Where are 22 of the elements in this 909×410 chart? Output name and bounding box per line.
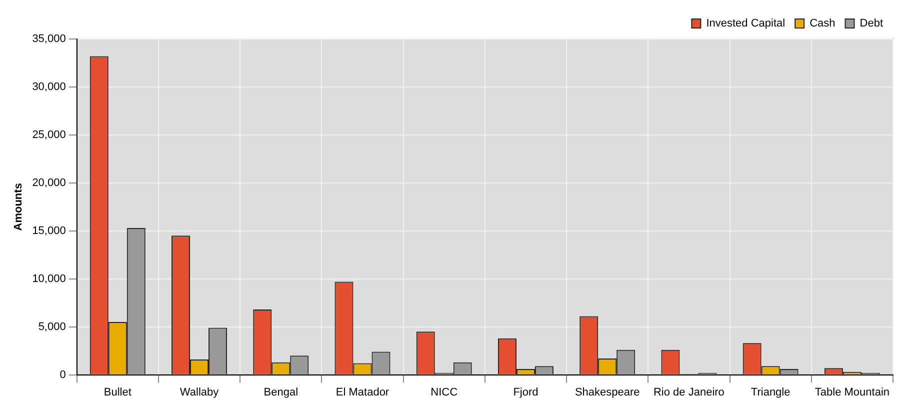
x-tick-label: Fjord: [513, 386, 538, 398]
x-tick-label: Triangle: [750, 386, 790, 398]
y-tick-label: 15,000: [32, 224, 66, 237]
y-tick-label: 25,000: [32, 128, 66, 141]
y-axis-title: Amounts: [12, 183, 25, 231]
y-tick-label: 10,000: [32, 272, 66, 285]
x-tick-label: Bullet: [104, 386, 132, 398]
y-tick-label: 20,000: [32, 176, 66, 189]
legend-label: Cash: [810, 18, 836, 30]
y-tick-label: 35,000: [32, 33, 66, 46]
legend-label: Debt: [860, 18, 884, 30]
x-tick-label: Table Mountain: [814, 386, 890, 398]
x-tick-label: Shakespeare: [574, 386, 640, 398]
y-tick-label: 0: [60, 368, 66, 381]
y-tick-label: 30,000: [32, 81, 66, 94]
x-tick-label: Bengal: [264, 386, 298, 398]
y-tick-label: 5,000: [38, 320, 66, 333]
x-tick-label: El Matador: [336, 386, 390, 398]
x-tick-label: Wallaby: [180, 386, 220, 398]
x-tick-label: Rio de Janeiro: [653, 386, 724, 398]
legend-label: Invested Capital: [706, 18, 786, 30]
x-tick-label: NICC: [430, 386, 458, 398]
